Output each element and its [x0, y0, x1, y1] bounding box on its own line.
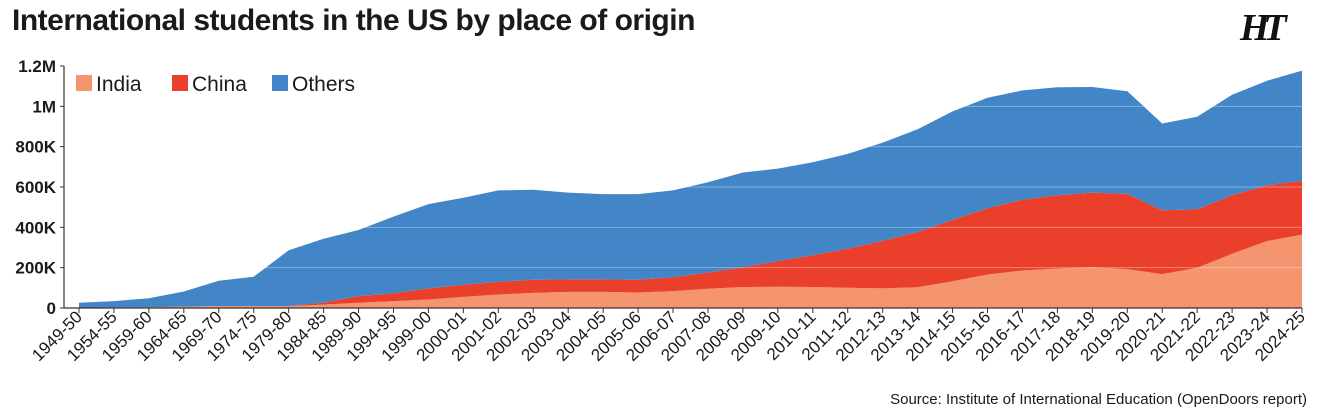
source-note: Source: Institute of International Educa… [890, 391, 1307, 408]
area-series-others [79, 70, 1302, 308]
publisher-logo: HT [1240, 7, 1287, 49]
y-tick-label: 1M [32, 97, 56, 116]
legend-label-india: India [96, 73, 142, 96]
legend-label-china: China [192, 73, 247, 96]
y-tick-label: 600K [15, 178, 56, 197]
y-tick-label: 1.2M [18, 57, 56, 76]
legend-swatch-china [172, 75, 188, 91]
y-tick-label: 200K [15, 259, 56, 278]
chart-title: International students in the US by plac… [12, 4, 695, 37]
y-tick-label: 0 [47, 299, 56, 318]
area-series-india [79, 234, 1302, 308]
legend-swatch-india [76, 75, 92, 91]
y-tick-label: 800K [15, 138, 56, 157]
y-tick-label: 400K [15, 218, 56, 237]
legend-label-others: Others [292, 73, 355, 96]
legend-swatch-others [272, 75, 288, 91]
area-series-china [79, 180, 1302, 308]
